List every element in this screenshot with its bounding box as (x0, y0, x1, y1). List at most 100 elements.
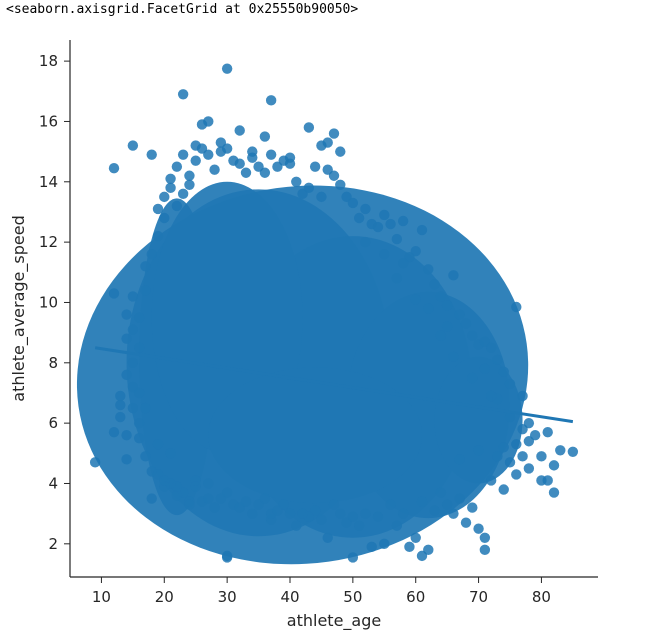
scatter-point (454, 309, 465, 320)
scatter-point (259, 131, 271, 142)
scatter-point (221, 550, 233, 562)
scatter-point (140, 451, 151, 462)
y-tick-label: 16 (39, 112, 58, 130)
scatter-point (523, 463, 535, 474)
scatter-point (391, 520, 403, 531)
scatter-point (379, 538, 390, 550)
scatter-point (498, 484, 509, 495)
scatter-point (423, 544, 434, 556)
scatter-point (441, 300, 453, 311)
scatter-point (146, 149, 157, 160)
scatter-point (121, 454, 132, 465)
scatter-point (366, 541, 377, 553)
scatter-point (473, 523, 484, 534)
scatter-point (397, 215, 409, 227)
scatter-point (177, 89, 189, 100)
scatter-point (203, 149, 214, 160)
scatter-point (479, 363, 491, 375)
scatter-point (548, 460, 560, 471)
scatter-point (542, 426, 553, 438)
scatter-point (498, 442, 509, 453)
y-tick-label: 6 (48, 414, 58, 432)
scatter-point (309, 505, 321, 516)
scatter-point (309, 161, 321, 172)
scatter-point (397, 508, 409, 519)
scatter-point (177, 188, 189, 200)
scatter-point (221, 143, 233, 154)
scatter-point (247, 508, 258, 519)
scatter-point (121, 309, 132, 320)
scatter-point (303, 182, 315, 194)
x-tick-label: 60 (406, 588, 425, 606)
scatter-point (152, 203, 164, 215)
scatter-point (328, 170, 340, 181)
scatter-point (555, 445, 566, 456)
scatter-point (322, 137, 333, 148)
scatter-points (89, 63, 579, 563)
scatter-point (548, 487, 560, 498)
regression-line (94, 346, 574, 424)
scatter-point (127, 140, 139, 151)
scatter-point (89, 457, 101, 468)
y-tick-label: 2 (48, 535, 58, 553)
y-tick-label: 14 (39, 173, 58, 191)
scatter-point (146, 493, 157, 504)
scatter-point (108, 288, 120, 299)
scatter-point (335, 179, 346, 191)
scatter-point (140, 285, 151, 296)
y-axis-ticks: 2 4 6 8 10 12 14 16 18 (39, 52, 70, 553)
scatter-point (448, 351, 459, 362)
scatter-point (511, 301, 522, 313)
scatter-point (479, 532, 491, 543)
scatter-point (291, 176, 302, 187)
scatter-point (127, 324, 139, 335)
scatter-point (159, 191, 170, 203)
scatter-point (190, 475, 201, 486)
y-tick-label: 12 (39, 233, 58, 251)
scatter-point (353, 212, 365, 224)
scatter-point (322, 532, 333, 543)
scatter-point (303, 122, 315, 133)
scatter-point (485, 475, 497, 486)
scatter-point (121, 333, 132, 344)
scatter-point (278, 499, 289, 510)
scatter-point (360, 203, 371, 215)
scatter-point (335, 146, 346, 157)
scatter-point (379, 209, 390, 221)
scatter-point (203, 478, 214, 489)
scatter-point (517, 423, 528, 435)
scatter-point (328, 499, 340, 510)
scatter-point (259, 493, 271, 504)
scatter-point (360, 236, 371, 248)
scatter-point (133, 387, 145, 399)
scatter-point (221, 487, 233, 498)
scatter-point (460, 318, 472, 329)
scatter-point (423, 264, 434, 275)
scatter-point (177, 149, 189, 160)
scatter-point (316, 191, 327, 203)
scatter-point (291, 520, 302, 531)
scatter-point (372, 511, 384, 522)
scatter-point (391, 233, 403, 245)
scatter-point (184, 170, 195, 181)
scatter-point (133, 312, 145, 323)
scatter-point (542, 475, 553, 486)
scatter-point (209, 502, 220, 513)
scatter-point (347, 197, 359, 209)
scatter-point (410, 294, 421, 305)
scatter-point (353, 520, 365, 531)
scatter-point (316, 514, 327, 525)
x-tick-label: 40 (280, 588, 299, 606)
scatter-point (121, 430, 132, 441)
x-tick-label: 30 (218, 588, 237, 606)
scatter-point (429, 279, 440, 290)
scatter-point (165, 182, 176, 194)
scatter-point (385, 218, 396, 230)
scatter-point (127, 357, 139, 369)
scatter-point (140, 261, 151, 272)
scatter-point (448, 270, 459, 281)
scatter-point (234, 158, 245, 169)
scatter-point (203, 493, 214, 504)
y-tick-label: 8 (48, 354, 58, 372)
scatter-point (416, 224, 428, 236)
